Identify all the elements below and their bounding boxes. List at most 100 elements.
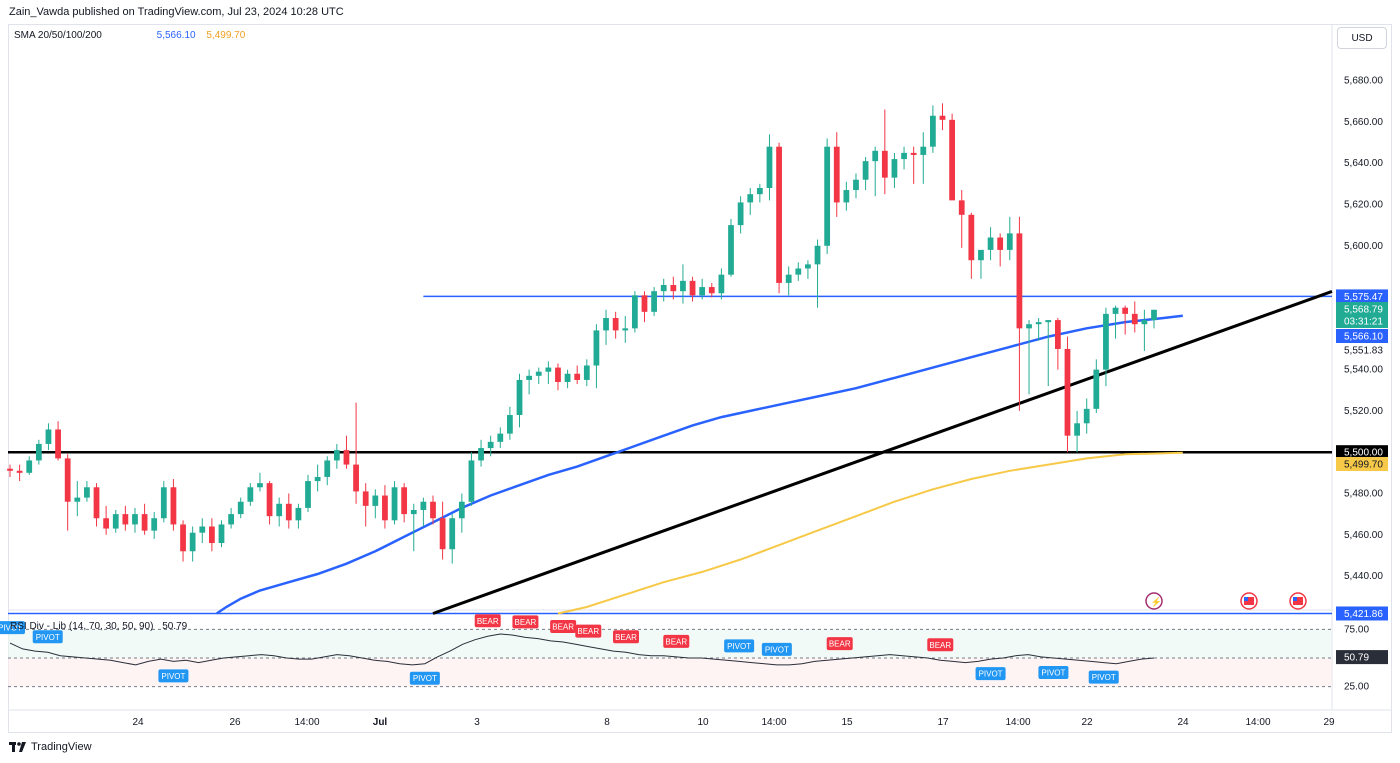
sma200-line[interactable] bbox=[557, 451, 1183, 615]
sma100-line[interactable] bbox=[215, 314, 1183, 615]
bear-signal[interactable]: BEAR bbox=[927, 638, 954, 652]
candle-body bbox=[535, 371, 542, 376]
trendline[interactable] bbox=[432, 290, 1333, 615]
price-tick-label: 5,660.00 bbox=[1344, 117, 1383, 128]
candle-body bbox=[449, 518, 456, 550]
dividend-event-icon[interactable] bbox=[1145, 592, 1163, 610]
time-tick-label: 10 bbox=[697, 717, 709, 728]
candle-body bbox=[1016, 233, 1023, 329]
pivot-signal[interactable]: PIVOT bbox=[975, 667, 1006, 681]
candle-body bbox=[410, 509, 417, 515]
price-label-last: 5,568.79 bbox=[1344, 305, 1383, 316]
time-tick-label: 24 bbox=[132, 717, 144, 728]
candle-body bbox=[208, 526, 215, 544]
candle-body bbox=[622, 328, 629, 331]
signal-badge bbox=[512, 615, 539, 629]
bear-signal[interactable]: BEAR bbox=[613, 630, 639, 644]
bear-signal[interactable]: BEAR bbox=[512, 615, 539, 629]
candle-body bbox=[430, 501, 436, 519]
candle-body bbox=[737, 202, 744, 226]
candle-body bbox=[487, 441, 494, 449]
rsi-value-box bbox=[1336, 650, 1388, 665]
signal-badge bbox=[158, 669, 189, 683]
bear-signal[interactable]: BEAR bbox=[826, 637, 853, 651]
rsi-line[interactable] bbox=[9, 633, 1155, 666]
candle-body bbox=[1006, 233, 1013, 250]
candle-body bbox=[728, 225, 734, 275]
candle-body bbox=[1112, 307, 1119, 314]
candle-body bbox=[958, 200, 965, 215]
bear-signal[interactable]: BEAR bbox=[550, 620, 577, 633]
signal-badge bbox=[550, 620, 577, 633]
candle-body bbox=[247, 487, 254, 502]
signal-label: PIVOT bbox=[36, 633, 60, 642]
time-tick-label: 22 bbox=[1081, 717, 1093, 728]
pivot-signal[interactable]: PIVOT bbox=[0, 621, 25, 635]
price-label-box bbox=[1336, 457, 1388, 471]
candle-body bbox=[987, 237, 994, 250]
currency-button[interactable]: USD bbox=[1337, 27, 1387, 49]
footer-brand[interactable]: TradingView bbox=[9, 741, 92, 753]
candle-body bbox=[84, 487, 90, 498]
chart-frame bbox=[8, 24, 1392, 733]
pivot-signal[interactable]: PIVOT bbox=[32, 630, 63, 644]
candle-body bbox=[170, 487, 177, 525]
candle-body bbox=[372, 495, 379, 506]
candle-body bbox=[26, 460, 33, 473]
candle-body bbox=[237, 501, 244, 515]
candle-body bbox=[343, 450, 350, 465]
rsi-legend[interactable]: RSI Div - Lib (14, 70, 30, 50, 90) 50.79 bbox=[10, 621, 187, 632]
candle-body bbox=[785, 274, 792, 283]
tradingview-logo-icon bbox=[9, 742, 26, 752]
bear-signal[interactable]: BEAR bbox=[663, 634, 690, 648]
price-label-box bbox=[1336, 302, 1388, 316]
signal-label: BEAR bbox=[477, 617, 499, 626]
rsi-lower-band bbox=[8, 658, 1332, 687]
pivot-signal[interactable]: PIVOT bbox=[724, 639, 755, 653]
candle-body bbox=[862, 161, 869, 180]
pivot-signal[interactable]: PIVOT bbox=[1088, 670, 1119, 684]
candle-body bbox=[257, 483, 263, 488]
candle-body bbox=[333, 450, 340, 461]
signal-label: PIVOT bbox=[979, 670, 1003, 679]
signal-label: PIVOT bbox=[1041, 669, 1065, 678]
pivot-signal[interactable]: PIVOT bbox=[409, 671, 440, 685]
candle-body bbox=[151, 518, 158, 531]
candle-body bbox=[583, 365, 590, 380]
candle-body bbox=[1035, 322, 1042, 325]
bear-signal[interactable]: BEAR bbox=[575, 624, 602, 638]
candle-body bbox=[603, 318, 609, 331]
rsi-legend-label: RSI Div - Lib (14, 70, 30, 50, 90) bbox=[10, 621, 154, 632]
bear-signal[interactable]: BEAR bbox=[474, 614, 501, 628]
signal-label: BEAR bbox=[552, 623, 574, 632]
signal-label: PIVOT bbox=[727, 642, 751, 651]
candle-body bbox=[651, 291, 657, 312]
rsi-legend-value: 50.79 bbox=[162, 621, 188, 632]
signal-badge bbox=[474, 614, 501, 628]
candle-body bbox=[670, 284, 677, 292]
candle-body bbox=[122, 514, 129, 525]
signal-badge bbox=[975, 667, 1006, 681]
price-label-level: 5,421.86 bbox=[1344, 609, 1383, 620]
candle-body bbox=[978, 249, 984, 261]
candle-body bbox=[910, 152, 917, 155]
time-tick-label: 8 bbox=[604, 717, 610, 728]
candle-body bbox=[1045, 320, 1052, 323]
time-tick-label: Jul bbox=[373, 717, 388, 728]
candle-body bbox=[266, 483, 273, 517]
sma-legend[interactable]: SMA 20/50/100/200 5,566.10 5,499.70 bbox=[14, 30, 253, 41]
us-flag-icon-canton bbox=[1293, 597, 1297, 601]
candle-body bbox=[555, 367, 561, 383]
time-tick-label: 24 bbox=[1177, 717, 1189, 728]
signal-label: BEAR bbox=[665, 637, 687, 646]
candle-body bbox=[747, 194, 754, 203]
pivot-signal[interactable]: PIVOT bbox=[761, 642, 792, 656]
time-tick-label: 14:00 bbox=[294, 717, 319, 728]
price-tick-label: 5,460.00 bbox=[1344, 530, 1383, 541]
pivot-signal[interactable]: PIVOT bbox=[1038, 666, 1069, 679]
time-tick-label: 14:00 bbox=[1005, 717, 1030, 728]
pivot-signal[interactable]: PIVOT bbox=[158, 669, 189, 683]
price-tick-label: 5,640.00 bbox=[1344, 158, 1383, 169]
candle-body bbox=[314, 476, 321, 482]
